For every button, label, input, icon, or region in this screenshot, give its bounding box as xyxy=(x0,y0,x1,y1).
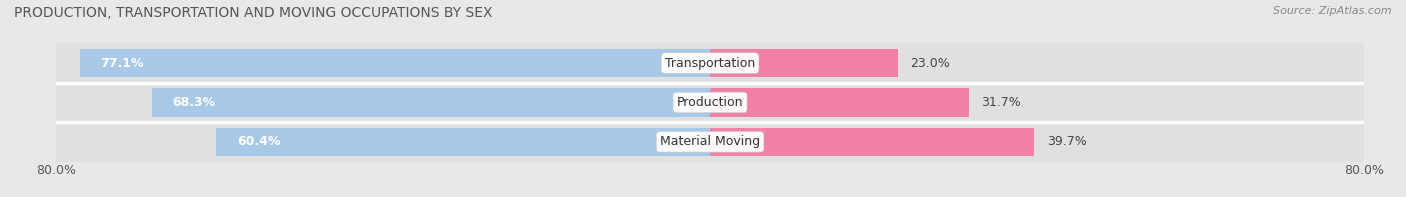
Text: 23.0%: 23.0% xyxy=(910,57,950,70)
Text: 68.3%: 68.3% xyxy=(173,96,215,109)
Bar xyxy=(710,128,1035,156)
Text: Material Moving: Material Moving xyxy=(659,135,761,148)
Bar xyxy=(217,128,710,156)
Text: Production: Production xyxy=(676,96,744,109)
Bar xyxy=(152,88,710,117)
Text: 60.4%: 60.4% xyxy=(236,135,280,148)
Text: 31.7%: 31.7% xyxy=(981,96,1021,109)
Bar xyxy=(56,43,1364,83)
Bar xyxy=(710,88,969,117)
Bar xyxy=(56,83,1364,122)
Bar xyxy=(80,49,710,77)
Text: PRODUCTION, TRANSPORTATION AND MOVING OCCUPATIONS BY SEX: PRODUCTION, TRANSPORTATION AND MOVING OC… xyxy=(14,6,492,20)
Text: Transportation: Transportation xyxy=(665,57,755,70)
Text: Source: ZipAtlas.com: Source: ZipAtlas.com xyxy=(1274,6,1392,16)
Text: 77.1%: 77.1% xyxy=(100,57,143,70)
Bar xyxy=(710,49,898,77)
Text: 39.7%: 39.7% xyxy=(1046,135,1087,148)
Bar xyxy=(56,122,1364,162)
